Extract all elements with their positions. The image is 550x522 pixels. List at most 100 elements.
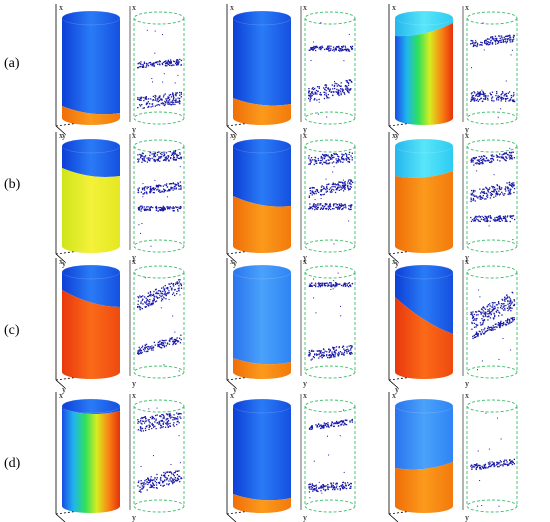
- cloud-point: [342, 157, 344, 160]
- cloud-point: [309, 486, 311, 488]
- cloud-point: [321, 486, 323, 489]
- cloud-point: [315, 205, 317, 207]
- cloud-point: [310, 426, 312, 428]
- cloud-point: [168, 155, 170, 157]
- cloud-point: [346, 80, 348, 82]
- cloud-point: [180, 96, 182, 98]
- panel-a-2: xyzxy: [226, 3, 356, 140]
- cloud-point: [476, 170, 478, 172]
- cloud-point: [163, 288, 166, 291]
- cloud-point: [140, 61, 142, 63]
- cloud-point: [502, 153, 505, 155]
- cloud-point: [348, 483, 350, 486]
- cloud-point: [503, 321, 505, 324]
- cloud-point: [174, 471, 176, 474]
- cloud-point: [141, 104, 143, 106]
- cloud-point: [498, 315, 500, 317]
- cloud-point: [321, 158, 324, 160]
- cloud-point: [178, 289, 180, 291]
- cloud-point: [498, 187, 501, 189]
- cloud-point: [176, 477, 179, 479]
- cloud-point: [176, 156, 178, 158]
- cloud-point: [170, 101, 172, 103]
- cloud-point: [176, 474, 178, 476]
- cloud-point: [147, 159, 149, 161]
- cloud-point: [137, 485, 139, 487]
- cloud-point: [500, 100, 502, 102]
- cloud-point: [499, 464, 501, 466]
- cylinder-lower-region: [395, 297, 453, 379]
- cloud-point: [501, 37, 503, 39]
- cloud-point: [503, 305, 505, 307]
- cloud-point: [154, 421, 156, 423]
- cloud-point: [509, 189, 511, 191]
- cloud-point: [317, 159, 320, 161]
- cloud-point: [343, 185, 345, 188]
- cloud-point: [167, 426, 170, 428]
- cloud-point: [144, 416, 146, 418]
- cloud-point: [512, 36, 514, 38]
- cloud-point: [335, 48, 337, 50]
- cloud-point: [179, 337, 181, 339]
- cloud-point: [345, 205, 347, 207]
- cloud-point: [343, 60, 345, 62]
- cloud-point: [170, 471, 172, 473]
- cloud-point: [506, 216, 508, 218]
- cloud-point: [499, 188, 501, 191]
- cloud-point: [345, 84, 347, 87]
- cloud-point: [139, 489, 141, 491]
- cloud-point: [162, 191, 164, 193]
- cloud-point: [334, 286, 336, 288]
- cloud-point: [473, 336, 476, 339]
- cloud-point: [315, 490, 318, 492]
- outline-y-axis-letter: y: [303, 513, 307, 522]
- cloud-point: [178, 470, 180, 472]
- cloud-point: [163, 208, 165, 210]
- cloud-point: [153, 479, 155, 481]
- cloud-point: [140, 428, 142, 430]
- point-cloud: [137, 277, 183, 372]
- cloud-point: [510, 151, 513, 154]
- cloud-point: [158, 190, 160, 192]
- cloud-point: [489, 308, 491, 310]
- cloud-point: [500, 41, 503, 43]
- cloud-point: [470, 40, 472, 42]
- cloud-point: [141, 423, 143, 425]
- cloud-point: [497, 309, 499, 312]
- cloud-point: [164, 64, 167, 67]
- cloud-point: [336, 184, 338, 186]
- cloud-point: [509, 300, 511, 302]
- cloud-point: [345, 158, 347, 160]
- cloud-point: [167, 60, 169, 63]
- cloud-point: [339, 435, 341, 437]
- cloud-point: [139, 486, 141, 488]
- cloud-point: [328, 348, 330, 351]
- cloud-point: [471, 92, 473, 94]
- cloud-point: [474, 92, 476, 94]
- cloud-point: [472, 197, 475, 200]
- cloud-point: [350, 345, 352, 347]
- cloud-point: [149, 480, 151, 482]
- cloud-point: [340, 50, 343, 52]
- outline-x-axis-letter: x: [132, 391, 136, 400]
- cloud-point: [497, 97, 500, 99]
- cloud-point: [472, 98, 475, 100]
- cloud-point: [476, 161, 478, 164]
- cloud-point: [343, 187, 346, 190]
- cloud-point: [149, 187, 152, 189]
- cloud-point: [342, 89, 345, 91]
- cloud-point: [493, 326, 496, 328]
- cloud-point: [155, 292, 157, 294]
- cloud-point: [159, 96, 161, 99]
- cloud-point: [350, 183, 352, 185]
- cloud-point: [173, 475, 175, 477]
- cloud-point: [348, 49, 350, 51]
- cloud-point: [494, 465, 496, 467]
- cloud-point: [145, 97, 147, 99]
- cloud-point: [144, 302, 147, 304]
- cloud-point: [347, 84, 350, 86]
- cloud-point: [326, 282, 328, 284]
- cloud-point: [180, 64, 182, 66]
- cloud-point: [482, 312, 484, 314]
- cloud-point: [149, 154, 151, 157]
